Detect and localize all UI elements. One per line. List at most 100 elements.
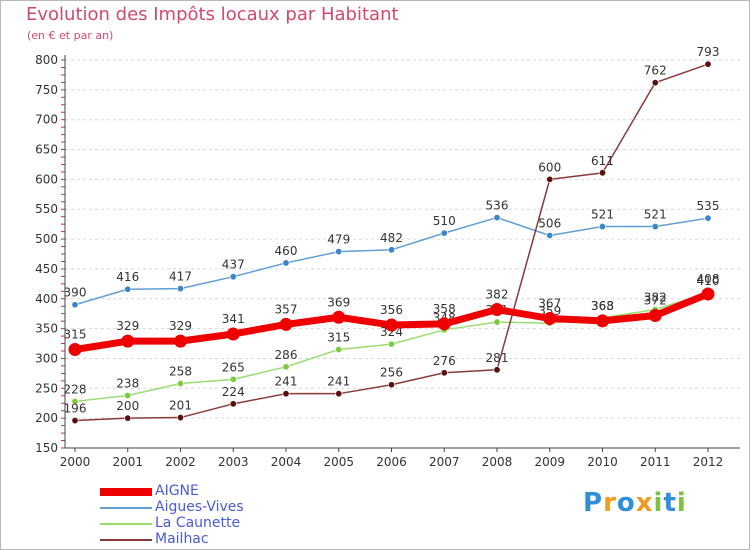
point-aigues-vives — [229, 273, 237, 281]
point-aigne — [648, 308, 662, 322]
y-tick-label: 600 — [35, 172, 58, 186]
legend-label-aigues-vives: Aigues-Vives — [155, 499, 244, 515]
y-tick-label: 500 — [35, 232, 58, 246]
data-label-la-caunette: 238 — [116, 376, 139, 390]
data-label-aigne: 358 — [433, 302, 456, 316]
x-tick-label: 2010 — [587, 455, 618, 469]
point-la-caunette — [282, 363, 290, 371]
point-la-caunette — [71, 397, 79, 405]
x-tick-label: 2009 — [534, 455, 565, 469]
data-label-mailhac: 793 — [697, 45, 720, 59]
data-label-mailhac: 201 — [169, 399, 192, 413]
data-label-aigne: 369 — [327, 295, 350, 309]
y-tick-label: 300 — [35, 351, 58, 365]
data-label-aigues-vives: 416 — [116, 270, 139, 284]
y-tick-label: 700 — [35, 113, 58, 127]
legend-swatch-aigues-vives — [100, 507, 152, 509]
point-mailhac — [177, 414, 185, 422]
x-tick-label: 2003 — [218, 455, 249, 469]
y-tick-label: 350 — [35, 322, 58, 336]
data-label-la-caunette: 258 — [169, 365, 192, 379]
point-mailhac — [440, 369, 448, 377]
point-mailhac — [387, 381, 395, 389]
x-tick-label: 2007 — [429, 455, 460, 469]
x-tick-label: 2002 — [165, 455, 196, 469]
logo-letter-5: t — [663, 488, 677, 518]
x-tick-label: 2008 — [482, 455, 513, 469]
point-mailhac — [598, 169, 606, 177]
x-tick-label: 2005 — [323, 455, 354, 469]
data-label-mailhac: 200 — [116, 399, 139, 413]
point-aigne — [174, 334, 187, 348]
data-label-la-caunette: 315 — [327, 331, 350, 345]
data-label-aigues-vives: 521 — [591, 208, 614, 222]
point-aigues-vives — [704, 214, 712, 222]
data-label-aigues-vives: 417 — [169, 270, 192, 284]
point-aigues-vives — [177, 285, 185, 293]
data-label-la-caunette: 265 — [222, 360, 245, 374]
data-label-mailhac: 600 — [538, 160, 561, 174]
legend-swatch-mailhac — [100, 539, 152, 541]
point-aigues-vives — [651, 223, 659, 231]
logo-letter-3: x — [635, 488, 654, 518]
data-label-mailhac: 224 — [222, 385, 245, 399]
legend-swatch-la-caunette — [100, 523, 152, 525]
data-label-aigne: 372 — [644, 293, 667, 307]
data-label-aigues-vives: 437 — [222, 258, 245, 272]
legend-label-aigne: AIGNE — [155, 483, 199, 499]
y-tick-label: 400 — [35, 292, 58, 306]
point-aigne — [543, 311, 557, 325]
point-la-caunette — [493, 318, 501, 326]
data-label-aigues-vives: 521 — [644, 208, 667, 222]
y-tick-label: 250 — [35, 381, 58, 395]
data-label-mailhac: 281 — [486, 351, 509, 365]
y-tick-label: 450 — [35, 262, 58, 276]
point-aigues-vives — [387, 246, 395, 254]
point-aigne — [701, 287, 715, 301]
logo-letter-2: o — [616, 488, 636, 518]
point-aigues-vives — [124, 285, 132, 293]
data-label-mailhac: 196 — [64, 402, 87, 416]
data-label-aigues-vives: 390 — [64, 286, 87, 300]
point-mailhac — [546, 175, 554, 183]
point-mailhac — [704, 60, 712, 68]
y-tick-label: 200 — [35, 411, 58, 425]
chart-subtitle: (en € et par an) — [27, 29, 114, 42]
chart-title: Evolution des Impôts locaux par Habitant — [26, 4, 399, 25]
y-tick-label: 800 — [35, 53, 58, 67]
data-label-la-caunette: 368 — [591, 299, 614, 313]
data-label-aigne: 382 — [486, 288, 509, 302]
point-mailhac — [493, 366, 501, 374]
point-mailhac — [71, 417, 79, 425]
point-aigne — [279, 317, 293, 331]
x-tick-label: 2004 — [271, 455, 302, 469]
data-label-mailhac: 611 — [591, 154, 614, 168]
point-mailhac — [124, 414, 132, 422]
data-label-aigne: 408 — [697, 272, 720, 286]
point-aigne — [121, 334, 135, 348]
point-la-caunette — [229, 375, 237, 383]
legend-label-la-caunette: La Caunette — [155, 515, 241, 531]
point-aigues-vives — [598, 223, 606, 231]
data-label-aigues-vives: 506 — [538, 216, 561, 230]
point-aigues-vives — [282, 259, 290, 267]
point-aigues-vives — [546, 231, 554, 239]
data-label-aigne: 357 — [275, 302, 298, 316]
point-la-caunette — [177, 380, 185, 388]
logo-letter-4: i — [653, 488, 664, 518]
point-mailhac — [229, 400, 237, 408]
point-aigues-vives — [335, 248, 343, 256]
logo-letter-6: i — [676, 488, 687, 518]
point-aigne — [332, 310, 346, 324]
data-label-aigne: 329 — [169, 319, 192, 333]
point-aigne — [596, 314, 609, 328]
data-label-aigne: 356 — [380, 303, 403, 317]
y-tick-label: 750 — [35, 83, 58, 97]
data-label-mailhac: 241 — [327, 375, 350, 389]
data-label-aigues-vives: 536 — [486, 199, 509, 213]
data-label-aigues-vives: 535 — [697, 199, 720, 213]
data-label-aigne: 363 — [591, 299, 614, 313]
data-label-aigne: 341 — [222, 312, 245, 326]
